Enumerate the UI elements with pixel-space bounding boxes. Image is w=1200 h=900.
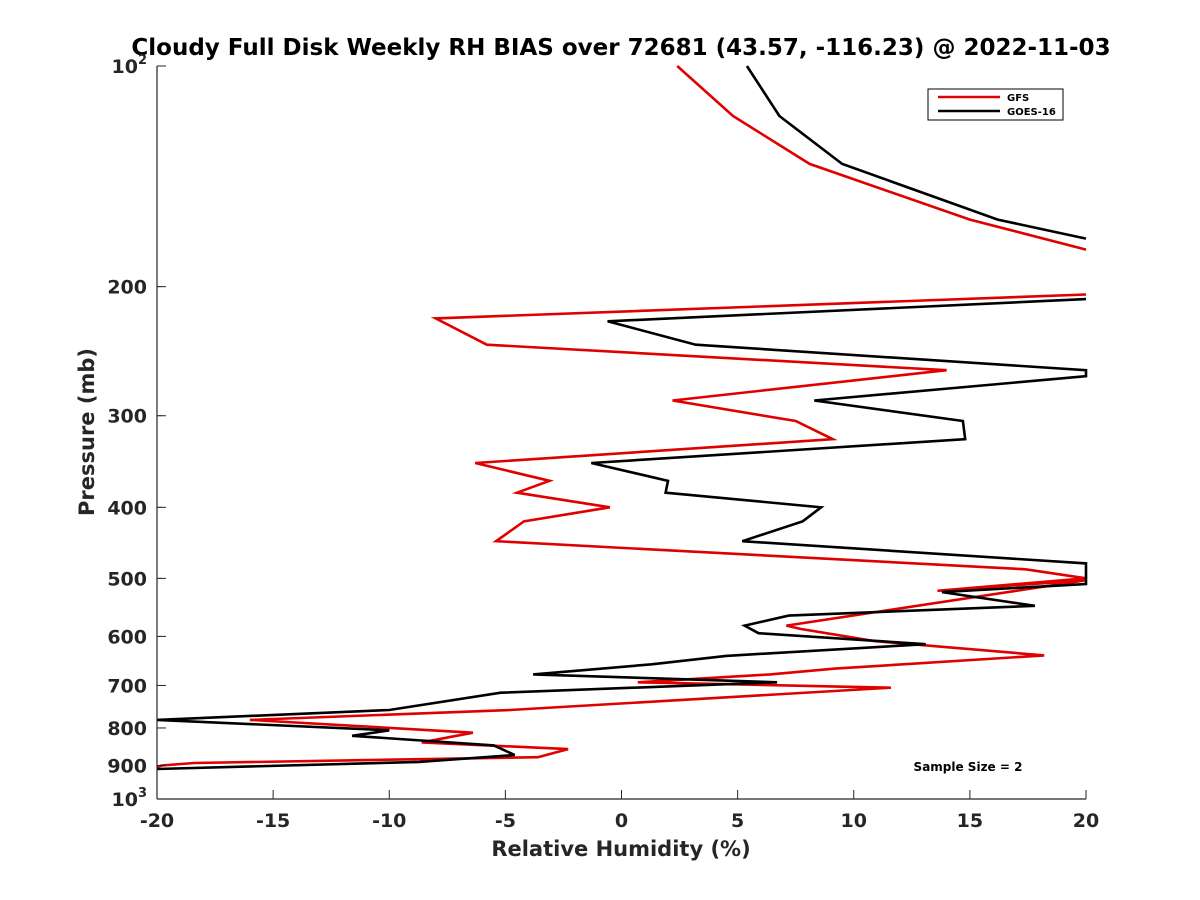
legend-label-goes16: GOES-16 bbox=[1007, 107, 1056, 118]
y-tick-label: 800 bbox=[107, 718, 147, 740]
y-tick-label: 500 bbox=[107, 568, 147, 590]
y-tick-label: 102 bbox=[112, 53, 148, 78]
y-tick-label: 900 bbox=[107, 755, 147, 777]
x-tick-label: 20 bbox=[1073, 810, 1099, 832]
series-layer bbox=[156, 65, 1088, 771]
x-axis-label: Relative Humidity (%) bbox=[491, 837, 750, 861]
y-tick-label: 400 bbox=[107, 497, 147, 519]
x-tick-label: -15 bbox=[256, 810, 290, 832]
x-tick-label: -20 bbox=[140, 810, 174, 832]
y-tick-label: 600 bbox=[107, 626, 147, 648]
legend-box bbox=[927, 88, 1064, 121]
x-tick-label: -10 bbox=[372, 810, 406, 832]
sample-size-annotation: Sample Size = 2 bbox=[914, 760, 1023, 774]
legend: GFS GOES-16 bbox=[927, 88, 1064, 121]
y-tick-label: 700 bbox=[107, 675, 147, 697]
x-tick-label: 15 bbox=[957, 810, 983, 832]
axes-layer: -20 -15 -10 -5 0 5 10 15 20 102 200 300 400 500 600 700… bbox=[107, 53, 1099, 832]
series-line-gfs-1 bbox=[156, 293, 1087, 769]
y-axis-label: Pressure (mb) bbox=[75, 348, 99, 516]
y-tick-label: 300 bbox=[107, 406, 147, 428]
chart-title: Cloudy Full Disk Weekly RH BIAS over 726… bbox=[131, 35, 1110, 61]
series-line-gfs-0 bbox=[676, 65, 1087, 251]
series-line-goes16-0 bbox=[745, 65, 1087, 240]
series-line-goes16-1 bbox=[156, 297, 1088, 771]
x-tick-label: 10 bbox=[841, 810, 867, 832]
legend-label-gfs: GFS bbox=[1007, 93, 1029, 104]
x-tick-label: -5 bbox=[495, 810, 516, 832]
x-tick-label: 5 bbox=[731, 810, 744, 832]
y-tick-label: 200 bbox=[107, 277, 147, 299]
x-tick-label: 0 bbox=[615, 810, 628, 832]
y-tick-label: 103 bbox=[112, 786, 148, 811]
